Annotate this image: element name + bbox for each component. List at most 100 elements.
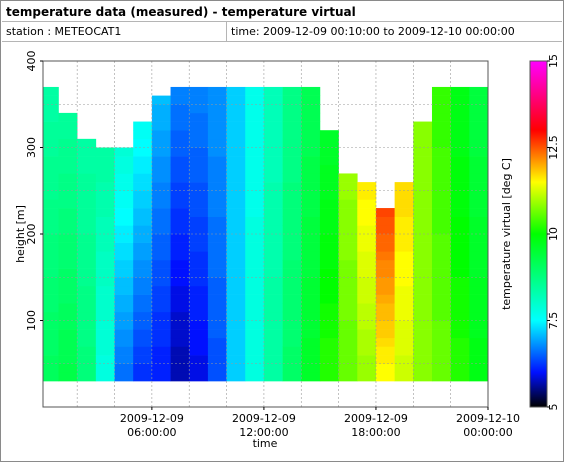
heatmap-cell — [43, 86, 59, 96]
heatmap-cell — [469, 311, 489, 321]
heatmap-cell — [431, 337, 451, 347]
header-divider-bottom — [2, 41, 562, 42]
heatmap-cell — [189, 355, 209, 365]
heatmap-cell — [245, 320, 265, 330]
heatmap-cell — [413, 355, 433, 365]
heatmap-cell — [114, 303, 134, 313]
heatmap-cell — [282, 259, 302, 269]
heatmap-cell — [394, 355, 414, 365]
heatmap-cell — [189, 147, 209, 157]
heatmap-cell — [43, 190, 59, 200]
heatmap-cell — [469, 285, 489, 295]
heatmap-cell — [450, 277, 470, 287]
heatmap-cell — [151, 182, 171, 192]
heatmap-cell — [357, 199, 377, 209]
heatmap-cell — [170, 277, 190, 287]
heatmap-cell — [263, 285, 283, 295]
heatmap-cell — [43, 303, 59, 313]
heatmap-cell — [450, 346, 470, 356]
heatmap-cell — [263, 156, 283, 166]
heatmap-cell — [301, 363, 321, 373]
heatmap-cell — [43, 259, 59, 269]
heatmap-cells — [43, 86, 489, 382]
heatmap-cell — [357, 208, 377, 217]
heatmap-cell — [282, 329, 302, 339]
heatmap-cell — [207, 190, 227, 200]
heatmap-cell — [431, 112, 451, 122]
heatmap-cell — [469, 164, 489, 174]
heatmap-cell — [319, 242, 339, 252]
heatmap-cell — [43, 112, 59, 122]
heatmap-cell — [95, 225, 115, 235]
heatmap-cell — [338, 329, 358, 339]
heatmap-cell — [207, 173, 227, 183]
heatmap-cell — [43, 138, 59, 148]
heatmap-cell — [469, 182, 489, 192]
heatmap-cell — [413, 268, 433, 278]
heatmap-cell — [170, 242, 190, 252]
heatmap-cell — [450, 294, 470, 304]
heatmap-cell — [170, 294, 190, 304]
heatmap-cell — [301, 138, 321, 148]
heatmap-cell — [43, 329, 59, 339]
heatmap-cell — [189, 86, 209, 96]
heatmap-cell — [338, 208, 358, 217]
heatmap-cell — [431, 234, 451, 243]
heatmap-cell — [469, 156, 489, 166]
heatmap-cell — [43, 294, 59, 304]
heatmap-cell — [226, 320, 246, 330]
heatmap-cell — [170, 285, 190, 295]
heatmap-cell — [226, 112, 246, 122]
heatmap-cell — [226, 164, 246, 174]
heatmap-cell — [301, 346, 321, 356]
heatmap-cell — [319, 303, 339, 313]
heatmap-cell — [207, 95, 227, 105]
heatmap-cell — [469, 130, 489, 140]
heatmap-cell — [431, 329, 451, 339]
heatmap-cell — [170, 130, 190, 140]
heatmap-cell — [114, 372, 134, 382]
heatmap-cell — [226, 190, 246, 200]
heatmap-cell — [207, 242, 227, 252]
heatmap-cell — [43, 337, 59, 347]
heatmap-cell — [319, 182, 339, 192]
heatmap-cell — [226, 130, 246, 140]
heatmap-cell — [394, 337, 414, 347]
heatmap-cell — [413, 285, 433, 295]
heatmap-cell — [77, 329, 97, 339]
heatmap-cell — [301, 190, 321, 200]
heatmap-cell — [319, 130, 339, 140]
heatmap-cell — [450, 225, 470, 235]
heatmap-cell — [263, 190, 283, 200]
heatmap-cell — [58, 372, 78, 382]
heatmap-cell — [207, 147, 227, 157]
heatmap-cell — [319, 346, 339, 356]
heatmap-cell — [245, 173, 265, 183]
heatmap-cell — [413, 138, 433, 148]
heatmap-cell — [77, 182, 97, 192]
heatmap-cell — [43, 95, 59, 105]
heatmap-cell — [301, 268, 321, 278]
heatmap-cell — [151, 277, 171, 287]
heatmap-cell — [394, 259, 414, 269]
heatmap-cell — [95, 173, 115, 183]
heatmap-cell — [469, 234, 489, 243]
heatmap-cell — [301, 199, 321, 209]
heatmap-cell — [450, 311, 470, 321]
heatmap-cell — [263, 138, 283, 148]
heatmap-cell — [114, 242, 134, 252]
heatmap-cell — [77, 234, 97, 243]
heatmap-cell — [114, 346, 134, 356]
heatmap-cell — [263, 234, 283, 243]
heatmap-cell — [375, 346, 395, 356]
heatmap-cell — [301, 225, 321, 235]
heatmap-cell — [319, 259, 339, 269]
heatmap-cell — [95, 329, 115, 339]
heatmap-cell — [226, 216, 246, 226]
heatmap-cell — [319, 156, 339, 166]
heatmap-cell — [151, 104, 171, 114]
heatmap-cell — [114, 173, 134, 183]
heatmap-cell — [226, 372, 246, 382]
heatmap-cell — [170, 199, 190, 209]
